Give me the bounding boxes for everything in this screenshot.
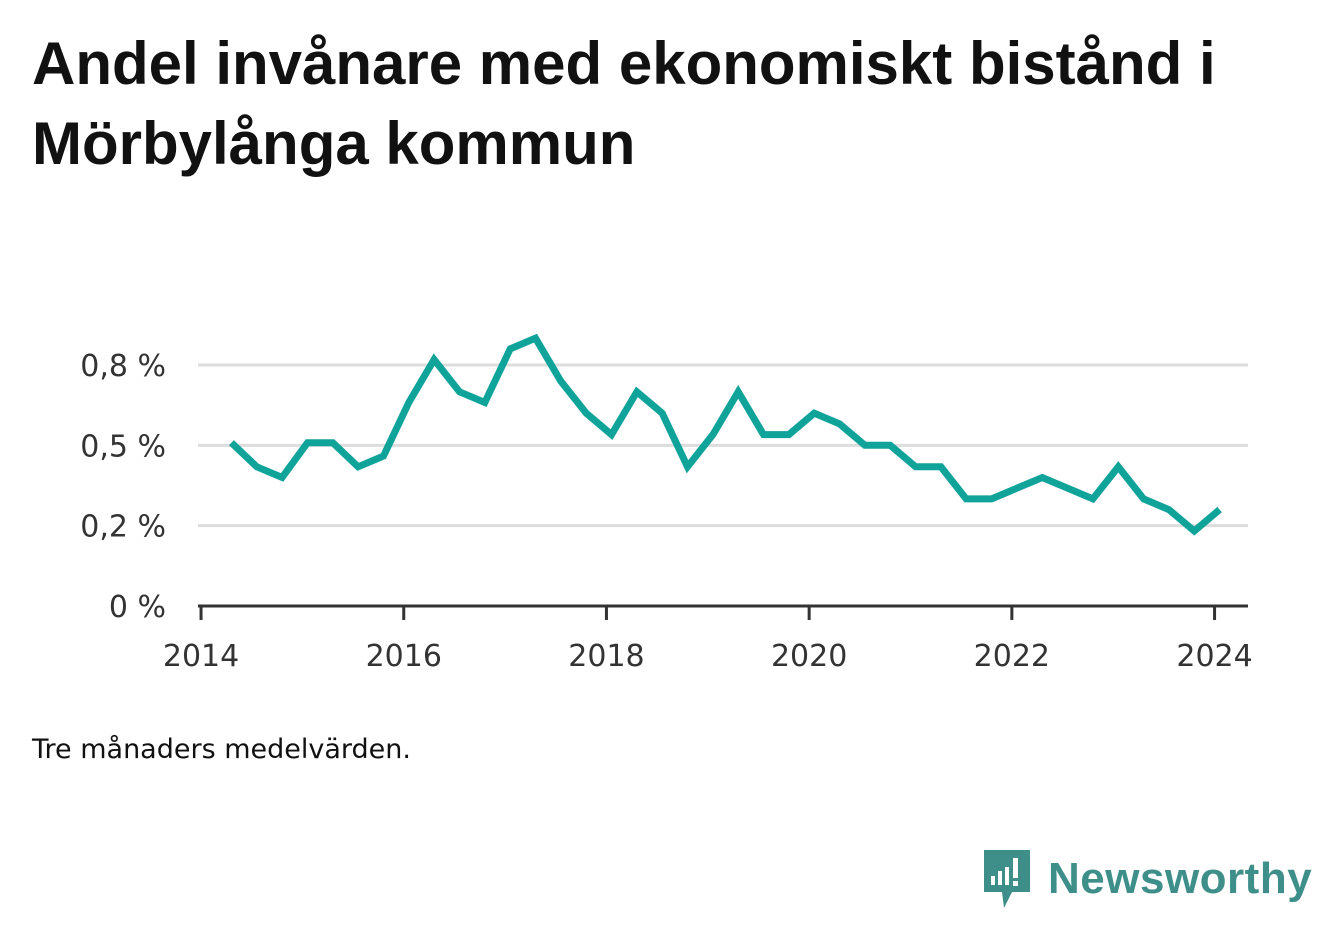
newsworthy-logo-icon bbox=[984, 850, 1030, 908]
y-axis-ticks: 0 % 0,2 % 0,5 % 0,8 % bbox=[80, 349, 166, 625]
x-tick-label: 2022 bbox=[974, 639, 1050, 674]
y-tick-label: 0,8 % bbox=[80, 349, 166, 384]
y-tick-label: 0,5 % bbox=[80, 429, 166, 464]
series-line bbox=[228, 333, 1222, 536]
page-title: Andel invånare med ekonomiskt bistånd i … bbox=[32, 30, 1216, 177]
line-chart: 0 %0,2 %0,5 %0,8 % 2014 2016 2018 2020 2022 2… bbox=[80, 333, 1253, 674]
x-axis: 2014 2016 2018 2020 2022 2024 bbox=[163, 604, 1253, 674]
y-tick-label: 0 % bbox=[109, 590, 166, 625]
brand-name: Newsworthy bbox=[1048, 854, 1313, 903]
x-tick-label: 2018 bbox=[568, 639, 644, 674]
x-tick-label: 2016 bbox=[366, 639, 442, 674]
series-layer bbox=[228, 333, 1222, 536]
x-tick-label: 2024 bbox=[1176, 639, 1252, 674]
chart-note: Tre månaders medelvärden. bbox=[32, 734, 411, 765]
x-tick-label: 2020 bbox=[771, 639, 847, 674]
gridlines bbox=[198, 363, 1248, 528]
y-tick-label: 0,2 % bbox=[80, 510, 166, 545]
x-tick-label: 2014 bbox=[163, 639, 239, 674]
brand-logo: Newsworthy bbox=[982, 846, 1312, 912]
